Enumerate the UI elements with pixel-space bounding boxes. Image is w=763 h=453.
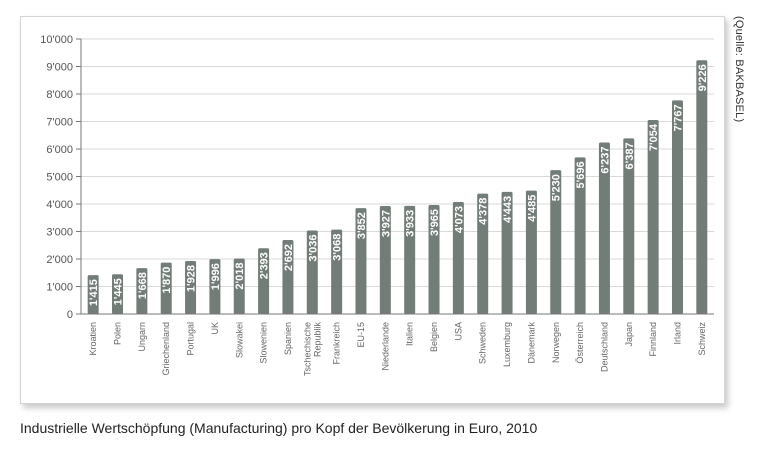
bar xyxy=(331,229,343,314)
category-label: EU-15 xyxy=(356,322,366,348)
category-label: Irland xyxy=(672,322,682,345)
category-label: Norwegen xyxy=(551,322,561,363)
bar xyxy=(477,193,489,314)
category-label: Japan xyxy=(624,322,634,347)
category-label: Republik xyxy=(312,322,322,358)
category-label: Italien xyxy=(405,322,415,346)
bar xyxy=(112,274,124,314)
bar xyxy=(87,275,99,314)
category-label: Niederlande xyxy=(380,322,390,371)
bar xyxy=(233,258,245,314)
category-label: Österreich xyxy=(575,322,585,364)
category-label: Ungarn xyxy=(137,322,147,352)
bar-value-label: 1'445 xyxy=(113,278,125,305)
category-label: Kroatien xyxy=(88,322,98,356)
bar-value-label: 1'870 xyxy=(161,267,173,294)
bar xyxy=(379,206,391,314)
bar-chart: 0 1'000 2'000 3'000 4'000 5'000 6'000 7'000 8'00… xyxy=(40,34,714,376)
bar xyxy=(160,262,172,314)
bar xyxy=(647,120,659,314)
bar xyxy=(550,170,562,314)
bar xyxy=(501,191,513,314)
bar-value-label: 1'668 xyxy=(137,272,149,299)
bar-value-label: 1'415 xyxy=(88,279,100,306)
y-tick-label: 9'000 xyxy=(46,62,73,74)
bar xyxy=(209,259,221,314)
bar-value-label: 2'393 xyxy=(259,252,271,279)
y-tick-label: 5'000 xyxy=(46,172,73,184)
bar-value-label: 3'852 xyxy=(356,212,368,239)
bar-value-label: 3'933 xyxy=(405,210,417,237)
category-label: Deutschland xyxy=(599,322,609,372)
bar-value-label: 4'443 xyxy=(502,196,514,223)
y-tick-label: 6'000 xyxy=(46,144,73,156)
bar xyxy=(574,157,586,314)
category-label: Schweiz xyxy=(697,322,707,356)
category-label: Spanien xyxy=(283,322,293,355)
bar-value-label: 7'767 xyxy=(672,104,684,131)
bar-value-label: 3'965 xyxy=(429,209,441,236)
category-label: Finnland xyxy=(648,322,658,357)
category-label: Tschechische xyxy=(302,322,312,376)
bar xyxy=(306,230,318,314)
y-tick-label: 2'000 xyxy=(46,254,73,266)
bar xyxy=(598,142,610,314)
bar xyxy=(428,204,440,314)
bar-value-label: 4'378 xyxy=(478,198,490,225)
bar xyxy=(282,239,294,314)
y-tick-label: 7'000 xyxy=(46,117,73,129)
bar-value-label: 5'696 xyxy=(575,161,587,188)
y-tick-label: 10'000 xyxy=(40,34,73,46)
category-label: Slowakei xyxy=(234,322,244,358)
bar-value-label: 3'036 xyxy=(307,235,319,262)
bar xyxy=(185,260,197,314)
category-label: Griechenland xyxy=(161,322,171,376)
bar-value-label: 4'485 xyxy=(526,195,538,222)
bar-value-label: 6'237 xyxy=(599,146,611,173)
category-label: USA xyxy=(453,322,463,341)
y-tick-label: 3'000 xyxy=(46,227,73,239)
y-tick-label: 4'000 xyxy=(46,199,73,211)
bar xyxy=(452,201,464,314)
category-label: Portugal xyxy=(186,322,196,356)
category-label: Slowenien xyxy=(259,322,269,364)
bar-value-label: 7'054 xyxy=(648,123,660,151)
bar xyxy=(355,208,367,314)
bar xyxy=(525,190,537,314)
category-label: Luxemburg xyxy=(502,322,512,367)
y-tick-label: 0 xyxy=(67,309,73,321)
category-label: Polen xyxy=(113,322,123,345)
source-note: (Quelle: BAKBASEL) xyxy=(733,16,745,123)
bar xyxy=(258,248,270,314)
bar-value-label: 2'018 xyxy=(234,263,246,290)
bar-value-label: 1'996 xyxy=(210,263,222,290)
bar xyxy=(404,205,416,314)
category-label: Schweden xyxy=(478,322,488,364)
chart-caption: Industrielle Wertschöpfung (Manufacturin… xyxy=(20,420,538,436)
bar-value-label: 3'927 xyxy=(380,210,392,237)
bar-value-label: 9'226 xyxy=(697,64,709,91)
bar xyxy=(696,60,708,314)
bar-value-label: 3'068 xyxy=(332,234,344,261)
bar xyxy=(623,138,635,314)
bar-value-label: 1'928 xyxy=(186,265,198,292)
bar xyxy=(671,100,683,314)
bar xyxy=(136,268,148,314)
y-tick-label: 1'000 xyxy=(46,282,73,294)
category-label: Frankreich xyxy=(332,322,342,365)
category-label: UK xyxy=(210,322,220,335)
bar-value-label: 4'073 xyxy=(453,206,465,233)
bar-value-label: 5'230 xyxy=(551,174,563,201)
category-label: Dänemark xyxy=(526,322,536,364)
bar-value-label: 2'692 xyxy=(283,244,295,271)
bar-value-label: 6'387 xyxy=(624,142,636,169)
y-tick-label: 8'000 xyxy=(46,89,73,101)
category-label: Belgien xyxy=(429,322,439,352)
chart-panel: 0 1'000 2'000 3'000 4'000 5'000 6'000 7'000 8'00… xyxy=(20,16,725,404)
